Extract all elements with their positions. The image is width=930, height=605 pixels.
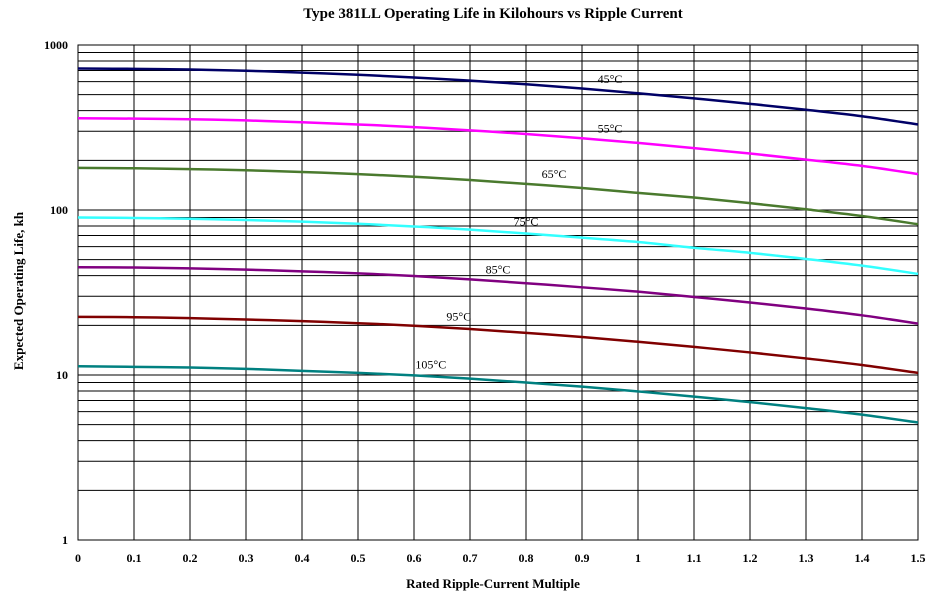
x-axis-ticks: 0 0.1 0.2 0.3 0.4 0.5 0.6 0.7 0.8 0.9 1 1.1 1.2 1.3 1.… <box>75 551 926 565</box>
x-tick-label: 1.1 <box>687 551 702 565</box>
y-tick-label: 100 <box>50 203 68 217</box>
series-lines <box>77 67 919 424</box>
x-tick-label: 0.9 <box>575 551 590 565</box>
x-tick-label: 1.3 <box>799 551 814 565</box>
series-label: 75°C <box>514 215 539 229</box>
x-tick-label: 0.3 <box>239 551 254 565</box>
y-axis-ticks: 1 10 100 1000 <box>44 38 68 547</box>
chart-title: Type 381LL Operating Life in Kilohours v… <box>303 6 682 22</box>
x-tick-label: 0.2 <box>183 551 198 565</box>
x-tick-label: 0 <box>75 551 81 565</box>
y-axis-label: Expected Operating Life, kh <box>11 211 26 370</box>
x-axis-label: Rated Ripple-Current Multiple <box>406 576 580 591</box>
series-line <box>77 364 919 424</box>
series-label: 105°C <box>415 357 446 371</box>
x-tick-label: 1 <box>635 551 641 565</box>
series-line <box>77 116 919 176</box>
x-tick-label: 1.5 <box>911 551 926 565</box>
series-label: 95°C <box>446 309 471 323</box>
x-tick-label: 0.6 <box>407 551 422 565</box>
x-tick-label: 0.5 <box>351 551 366 565</box>
series-line <box>77 315 919 375</box>
y-tick-label: 10 <box>56 368 68 382</box>
x-tick-label: 0.1 <box>127 551 142 565</box>
series-line <box>77 166 919 226</box>
series-label: 65°C <box>542 167 567 181</box>
y-tick-label: 1000 <box>44 38 68 52</box>
x-tick-label: 0.7 <box>463 551 478 565</box>
series-line <box>77 67 919 126</box>
plot-frame <box>77 44 919 541</box>
series-label: 85°C <box>486 262 511 276</box>
series-label: 55°C <box>598 122 623 136</box>
y-tick-label: 1 <box>62 533 68 547</box>
x-tick-label: 0.4 <box>295 551 310 565</box>
series-line <box>77 216 919 276</box>
x-tick-label: 1.4 <box>855 551 870 565</box>
x-tick-label: 0.8 <box>519 551 534 565</box>
series-line <box>77 265 919 325</box>
series-label: 45°C <box>598 72 623 86</box>
x-tick-label: 1.2 <box>743 551 758 565</box>
series-labels: 45°C 55°C 65°C 75°C 85°C 95°C 105°C <box>415 72 622 371</box>
grid-lines <box>77 45 919 541</box>
